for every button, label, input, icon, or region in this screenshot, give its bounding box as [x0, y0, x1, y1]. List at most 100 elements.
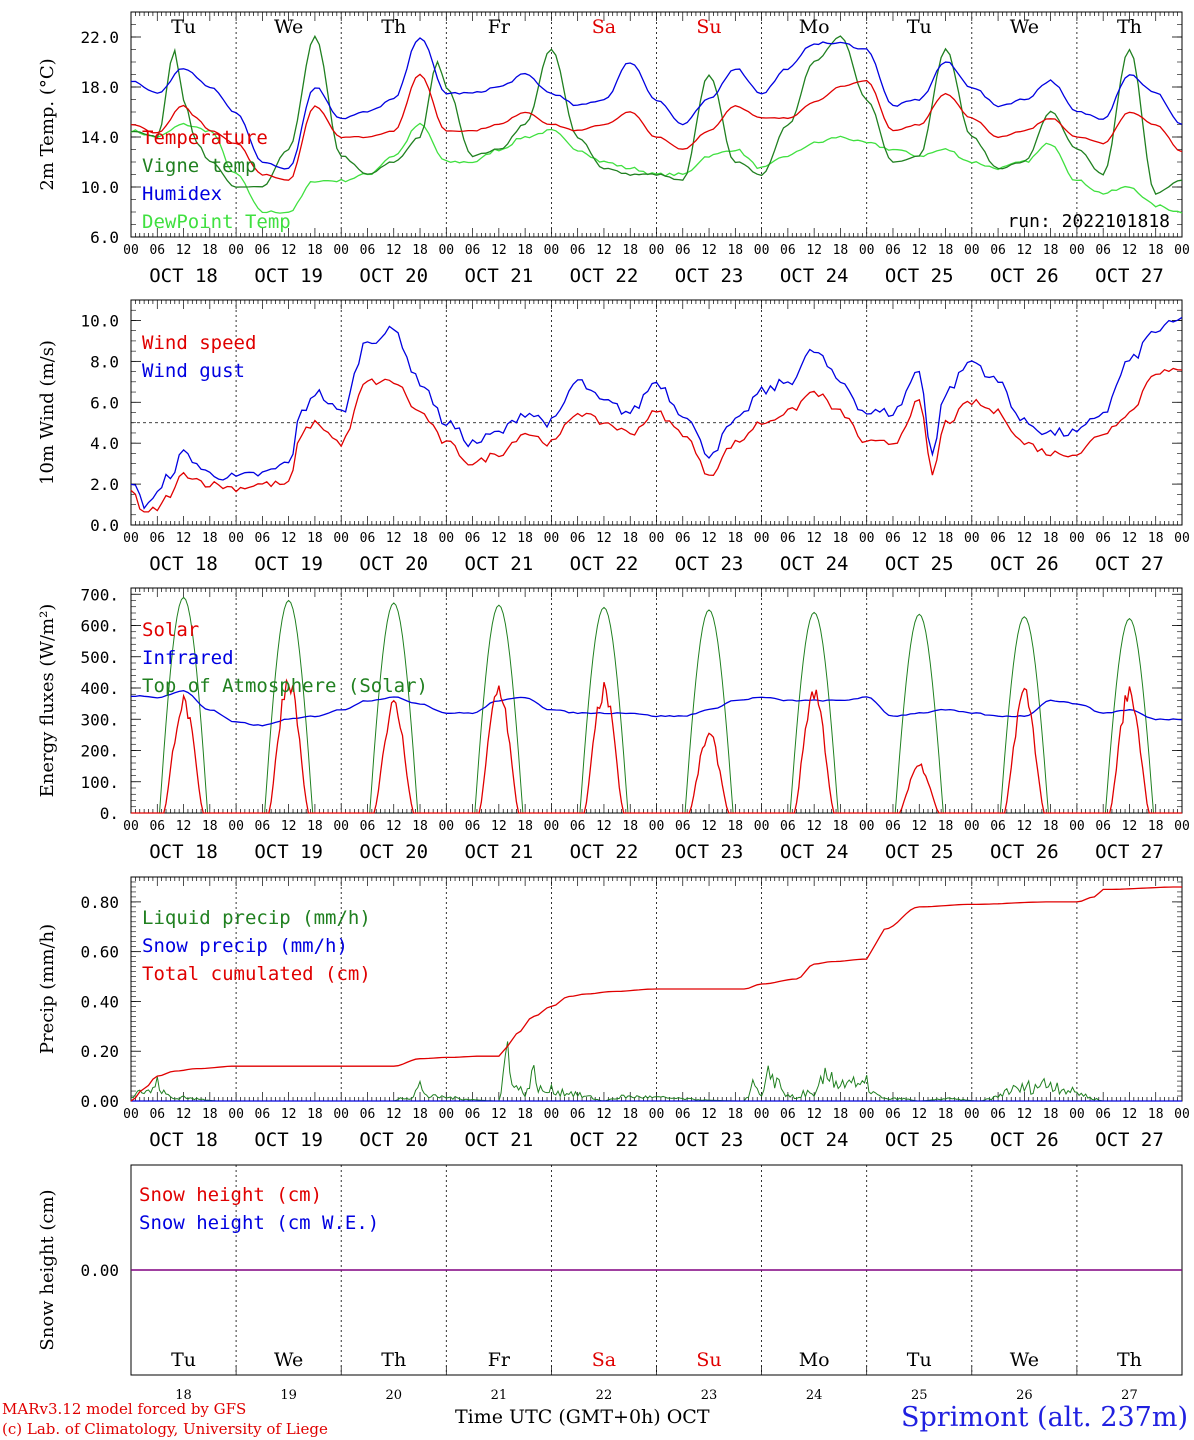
hour-label: 18 [833, 531, 849, 546]
legend-entry: Top of Atmosphere (Solar) [142, 675, 428, 697]
weekday-label: We [1010, 16, 1039, 38]
weekday-label: Su [696, 16, 721, 38]
date-label: OCT 24 [780, 1129, 849, 1151]
hour-label: 12 [1017, 243, 1033, 258]
y-tick-label: 14.0 [80, 128, 119, 147]
hour-label: 18 [938, 531, 954, 546]
hour-label: 12 [701, 819, 717, 834]
hour-label: 00 [754, 531, 770, 546]
y-tick-label: 8.0 [90, 352, 119, 371]
hour-label: 00 [1174, 1107, 1190, 1122]
hour-label: 12 [806, 531, 822, 546]
legend-entry: Temperature [142, 127, 268, 149]
weekday-label: Th [381, 1349, 406, 1371]
hour-label: 00 [859, 531, 875, 546]
hour-label: 06 [360, 1107, 376, 1122]
y-tick-label: 500. [80, 648, 119, 667]
hour-label: 12 [386, 531, 402, 546]
date-label: OCT 19 [254, 265, 323, 287]
hour-label: 06 [780, 819, 796, 834]
hour-label: 06 [885, 243, 901, 258]
hour-label: 00 [859, 243, 875, 258]
hour-label: 00 [123, 1107, 139, 1122]
date-label: OCT 25 [885, 1129, 954, 1151]
date-label: OCT 26 [990, 265, 1059, 287]
hour-label: 00 [1174, 243, 1190, 258]
hour-label: 06 [885, 1107, 901, 1122]
y-tick-label: 300. [80, 710, 119, 729]
hour-label: 12 [1017, 531, 1033, 546]
weekday-label: We [1010, 1349, 1039, 1371]
hour-label: 06 [990, 243, 1006, 258]
date-label: OCT 19 [254, 553, 323, 575]
weekday-label: Tu [907, 16, 932, 38]
hour-label: 18 [412, 819, 428, 834]
hour-label: 18 [938, 819, 954, 834]
date-label: OCT 19 [254, 1129, 323, 1151]
hour-label: 18 [517, 531, 533, 546]
hour-label: 06 [570, 819, 586, 834]
hour-label: 18 [517, 243, 533, 258]
hour-label: 18 [202, 1107, 218, 1122]
hour-label: 18 [307, 819, 323, 834]
hour-label: 00 [544, 819, 560, 834]
weekday-label: Sa [592, 16, 616, 38]
hour-label: 06 [360, 243, 376, 258]
series-line-total-cumulated-cm- [130, 886, 1182, 1102]
date-label: OCT 25 [885, 265, 954, 287]
hour-label: 18 [727, 1107, 743, 1122]
hour-label: 00 [438, 819, 454, 834]
hour-label: 00 [228, 1107, 244, 1122]
hour-label: 12 [911, 243, 927, 258]
weekday-label: Th [1117, 1349, 1142, 1371]
hour-label: 18 [727, 243, 743, 258]
hour-label: 12 [491, 531, 507, 546]
legend-entry: Humidex [142, 183, 222, 205]
y-tick-label: 0.80 [80, 893, 119, 912]
run-annotation: run: 2022101818 [1007, 211, 1170, 232]
location-label: Sprimont (alt. 237m) [901, 1402, 1188, 1433]
hour-label: 06 [1095, 531, 1111, 546]
y-tick-label: 2.0 [90, 475, 119, 494]
hour-label: 06 [780, 531, 796, 546]
weekday-label: Tu [171, 1349, 196, 1371]
hour-label: 06 [570, 1107, 586, 1122]
y-tick-label: 400. [80, 679, 119, 698]
hour-label: 06 [885, 531, 901, 546]
legend-entry: DewPoint Temp [142, 211, 291, 233]
hour-label: 18 [833, 819, 849, 834]
hour-label: 18 [1148, 531, 1164, 546]
hour-label: 12 [806, 243, 822, 258]
hour-label: 06 [780, 243, 796, 258]
hour-label: 12 [596, 243, 612, 258]
hour-label: 06 [675, 531, 691, 546]
hour-label: 18 [307, 531, 323, 546]
hour-label: 12 [491, 819, 507, 834]
legend-entry: Infrared [142, 647, 234, 669]
y-tick-label: 100. [80, 773, 119, 792]
hour-label: 12 [1122, 531, 1138, 546]
hour-label: 06 [255, 531, 271, 546]
y-tick-label: 10.0 [80, 178, 119, 197]
hour-label: 18 [1043, 243, 1059, 258]
series-line-solar [131, 678, 1182, 814]
y-tick-label: 4.0 [90, 434, 119, 453]
day-number-label: 20 [385, 1388, 402, 1403]
hour-label: 18 [202, 531, 218, 546]
y-tick-label: 0.60 [80, 943, 119, 962]
hour-label: 00 [754, 819, 770, 834]
weekday-label: Fr [488, 1349, 511, 1371]
hour-label: 06 [990, 531, 1006, 546]
hour-label: 00 [649, 531, 665, 546]
hour-label: 12 [281, 1107, 297, 1122]
day-number-label: 21 [491, 1388, 508, 1403]
hour-label: 18 [1043, 531, 1059, 546]
hour-label: 18 [412, 1107, 428, 1122]
y-axis-title: 2m Temp. (°C) [37, 58, 58, 190]
hour-label: 12 [911, 1107, 927, 1122]
hour-label: 00 [544, 243, 560, 258]
panel-1: 6.0 10.0 14.0 18.0 22.0 2m Temp. (°C) 00 06 12 18… [37, 11, 1190, 287]
date-label: OCT 18 [149, 265, 218, 287]
hour-label: 06 [570, 243, 586, 258]
hour-label: 00 [1069, 531, 1085, 546]
